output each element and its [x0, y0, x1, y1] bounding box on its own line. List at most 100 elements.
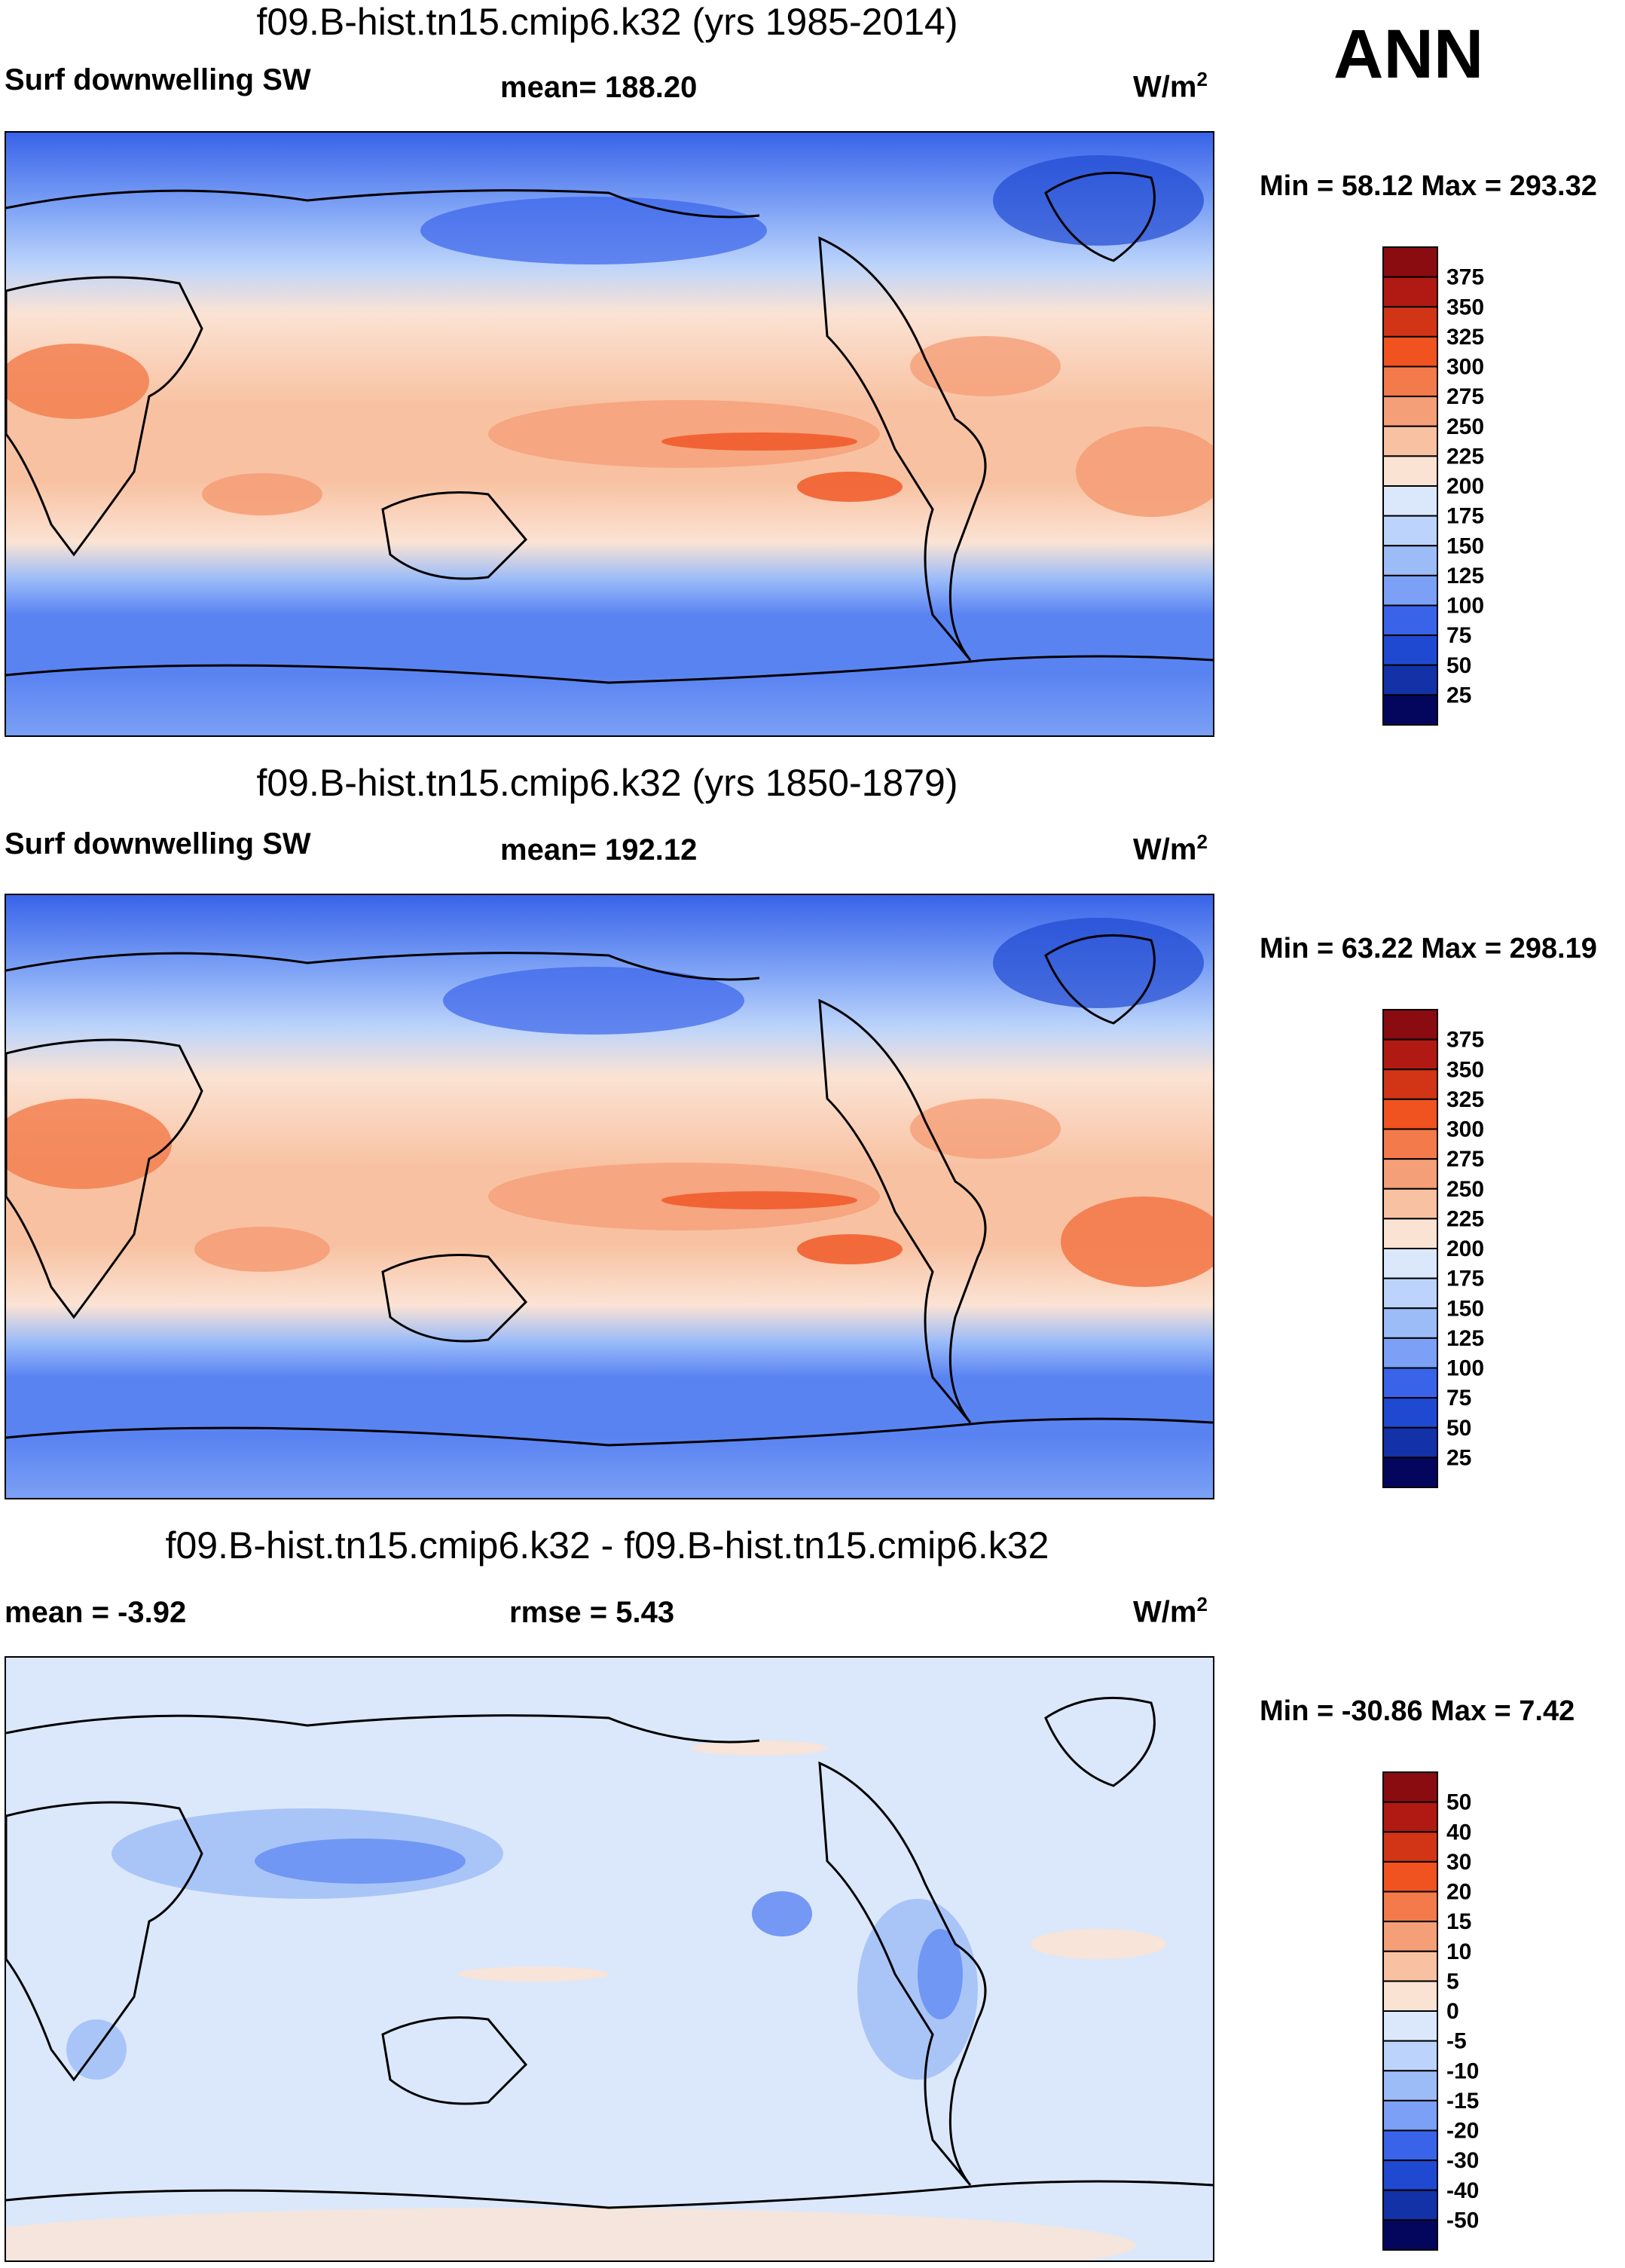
panel1-map-field — [6, 133, 1213, 735]
colorbar-tick-label: 50 — [1446, 1790, 1471, 1815]
colorbar-swatch — [1382, 1860, 1438, 1893]
colorbar-tick-label: 300 — [1446, 355, 1484, 380]
colorbar-tick-label: -30 — [1446, 2148, 1479, 2173]
colorbar-tick-label: 15 — [1446, 1909, 1471, 1934]
colorbar-swatch — [1382, 664, 1438, 696]
colorbar-swatch — [1382, 1187, 1438, 1220]
panel2-min-max: Min = 63.22 Max = 298.19 — [1260, 933, 1597, 964]
colorbar-tick-label: 375 — [1446, 1028, 1484, 1053]
colorbar-swatch — [1382, 1980, 1438, 2012]
colorbar-swatch — [1382, 396, 1438, 427]
colorbar-tick-label: 275 — [1446, 1147, 1484, 1172]
colorbar-swatch — [1382, 1218, 1438, 1249]
panel1-units: W/m2 — [1133, 68, 1208, 104]
panel3-min-max: Min = -30.86 Max = 7.42 — [1260, 1695, 1575, 1727]
colorbar-tick-label: 375 — [1446, 265, 1484, 290]
colorbar-tick-label: 325 — [1446, 1087, 1484, 1112]
colorbar-tick-label: 0 — [1446, 1999, 1459, 2024]
colorbar-swatch — [1382, 634, 1438, 666]
colorbar-swatch — [1382, 1397, 1438, 1429]
colorbar-swatch — [1382, 1950, 1438, 1982]
colorbar-swatch — [1382, 515, 1438, 547]
colorbar-swatch — [1382, 455, 1438, 487]
colorbar-tick-label: 225 — [1446, 1206, 1484, 1231]
colorbar-tick-label: 150 — [1446, 1296, 1484, 1321]
colorbar-swatch — [1382, 604, 1438, 637]
colorbar-swatch — [1382, 2040, 1438, 2072]
colorbar-swatch — [1382, 1128, 1438, 1160]
colorbar-swatch — [1382, 1009, 1438, 1041]
colorbar-tick-label: -10 — [1446, 2059, 1479, 2083]
colorbar-swatch — [1382, 1277, 1438, 1310]
season-label: ANN — [1333, 16, 1484, 93]
panel2-variable-label: Surf downwelling SW — [5, 827, 311, 860]
colorbar-tick-label: -50 — [1446, 2208, 1479, 2233]
colorbar-tick-label: 225 — [1446, 444, 1484, 469]
colorbar-tick-label: 75 — [1446, 623, 1471, 648]
colorbar-swatch — [1382, 574, 1438, 607]
colorbar-tick-label: 350 — [1446, 1057, 1484, 1082]
colorbar-swatch — [1382, 1921, 1438, 1952]
colorbar-swatch — [1382, 246, 1438, 278]
colorbar-tick-label: 100 — [1446, 594, 1484, 619]
colorbar-tick-label: 25 — [1446, 683, 1471, 708]
panel1-mean-label: mean= 188.20 — [500, 71, 698, 104]
colorbar-swatch — [1382, 2219, 1438, 2251]
colorbar-swatch — [1382, 1158, 1438, 1190]
colorbar-tick-label: 40 — [1446, 1820, 1471, 1845]
colorbar-tick-label: -5 — [1446, 2029, 1467, 2054]
colorbar-tick-label: 125 — [1446, 1326, 1484, 1351]
colorbar-swatch — [1382, 425, 1438, 457]
colorbar-swatch — [1382, 1038, 1438, 1071]
colorbar-tick-label: 325 — [1446, 325, 1484, 350]
panel3-rmse-label: rmse = 5.43 — [509, 1596, 675, 1629]
colorbar-tick-label: -20 — [1446, 2119, 1479, 2144]
panel1-min-max: Min = 58.12 Max = 293.32 — [1260, 170, 1597, 202]
colorbar-swatch — [1382, 1771, 1438, 1803]
colorbar-tick-label: 5 — [1446, 1969, 1459, 1994]
colorbar-swatch — [1382, 1456, 1438, 1488]
colorbar-tick-label: -40 — [1446, 2178, 1479, 2203]
colorbar-swatch — [1382, 1891, 1438, 1923]
panel3-mean-label: mean = -3.92 — [5, 1596, 187, 1629]
panel1-variable-label: Surf downwelling SW — [5, 63, 311, 96]
colorbar-swatch — [1382, 1426, 1438, 1459]
panel1-map — [5, 131, 1214, 737]
colorbar-tick-label: 20 — [1446, 1880, 1471, 1905]
colorbar-swatch — [1382, 2099, 1438, 2132]
colorbar-tick-label: 200 — [1446, 1236, 1484, 1261]
colorbar-swatch — [1382, 276, 1438, 308]
colorbar-swatch — [1382, 1337, 1438, 1369]
colorbar-tick-label: 350 — [1446, 295, 1484, 319]
colorbar-swatch — [1382, 2189, 1438, 2221]
colorbar-swatch — [1382, 1307, 1438, 1339]
colorbar-tick-label: 75 — [1446, 1386, 1471, 1411]
colorbar-swatch — [1382, 485, 1438, 517]
colorbar-swatch — [1382, 545, 1438, 576]
colorbar-swatch — [1382, 1801, 1438, 1833]
panel2-mean-label: mean= 192.12 — [500, 833, 698, 867]
panel1-colorbar-svg: 375 350 325 300 275 250 225 200 175 150 125 100 75 50… — [1382, 246, 1484, 726]
colorbar-tick-label: 50 — [1446, 653, 1471, 678]
colorbar-tick-label: 50 — [1446, 1416, 1471, 1441]
colorbar-tick-label: 200 — [1446, 474, 1484, 499]
colorbar-swatch — [1382, 2159, 1438, 2191]
colorbar-tick-label: 150 — [1446, 533, 1484, 558]
panel2-map — [5, 894, 1214, 1499]
panel2-units: W/m2 — [1133, 830, 1208, 867]
panel2-map-field — [6, 895, 1213, 1498]
colorbar-tick-label: 25 — [1446, 1445, 1471, 1470]
panel2-colorbar-svg: 375 350 325 300 275 250 225 200 175 150 125 100 75 50… — [1382, 1009, 1484, 1488]
colorbar-tick-label: 275 — [1446, 384, 1484, 409]
colorbar-swatch — [1382, 1367, 1438, 1399]
panel2-colorbar: 375 350 325 300 275 250 225 200 175 150 125 100 75 50… — [1382, 1009, 1496, 1488]
panel3-title: f09.B-hist.tn15.cmip6.k32 - f09.B-hist.t… — [165, 1524, 1049, 1567]
colorbar-tick-label: 30 — [1446, 1850, 1471, 1875]
panel2-title: f09.B-hist.tn15.cmip6.k32 (yrs 1850-1879… — [256, 762, 958, 804]
colorbar-tick-label: 300 — [1446, 1117, 1484, 1142]
colorbar-tick-label: 250 — [1446, 1177, 1484, 1202]
colorbar-swatch — [1382, 365, 1438, 398]
colorbar-swatch — [1382, 1248, 1438, 1279]
colorbar-swatch — [1382, 2129, 1438, 2162]
